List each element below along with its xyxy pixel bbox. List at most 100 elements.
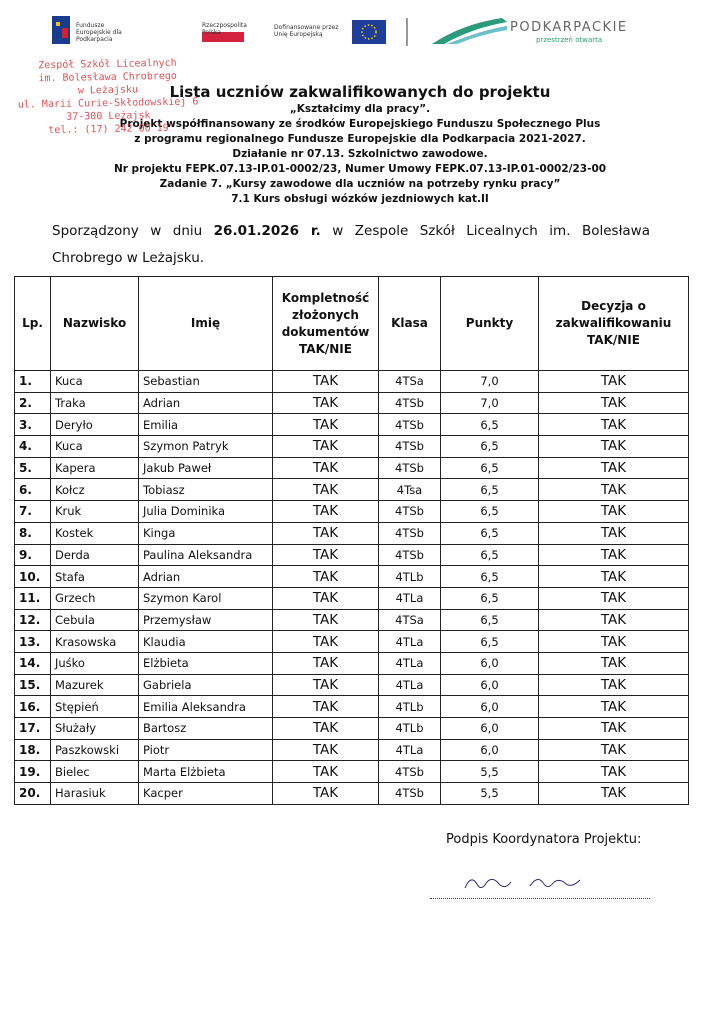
stamp: Zespół Szkół Licealnych im. Bolesława Chr… xyxy=(7,56,208,137)
signature-scribble xyxy=(464,878,581,889)
surname: Paszkowski xyxy=(50,738,139,762)
class: 4TSa xyxy=(378,608,441,632)
signature xyxy=(464,878,581,889)
signature-label: Podpis Koordynatora Projektu: xyxy=(446,832,642,847)
surname: Kuca xyxy=(50,435,139,458)
points: 6,5 xyxy=(440,608,539,632)
first-name: Julia Dominika xyxy=(138,500,273,523)
surname: Juśko xyxy=(50,651,139,675)
table-row: 6. Kołcz Tobiasz TAK 4Tsa 6,5 TAK xyxy=(14,478,689,502)
decision: TAK xyxy=(538,738,689,762)
table-row: 15. Mazurek Gabriela TAK 4TLa 6,0 TAK xyxy=(14,673,689,697)
column-header: Klasa xyxy=(378,276,441,371)
table-row: 18. Paszkowski Piotr TAK 4TLa 6,0 TAK xyxy=(14,738,689,762)
region-tagline: przestrzeń otwarta xyxy=(536,36,603,44)
table-row: 8. Kostek Kinga TAK 4TSb 6,5 TAK xyxy=(14,521,689,545)
table-row: 19. Bielec Marta Elżbieta TAK 4TSb 5,5 TAK xyxy=(14,760,689,784)
documents-status: TAK xyxy=(272,651,379,675)
first-name: Paulina Aleksandra xyxy=(138,543,273,567)
row-number: 20. xyxy=(14,782,51,805)
surname: Kruk xyxy=(50,500,139,523)
row-number: 7. xyxy=(14,500,51,523)
surname: Służały xyxy=(50,717,139,740)
class: 4TSb xyxy=(378,760,441,784)
region-logo xyxy=(432,18,507,44)
class: 4TLb xyxy=(378,695,441,718)
row-number: 5. xyxy=(14,456,51,480)
points: 6,5 xyxy=(440,456,539,480)
class: 4TSb xyxy=(378,500,441,523)
row-number: 1. xyxy=(14,370,51,393)
first-name: Szymon Karol xyxy=(138,586,273,610)
title-block: Lista uczniów zakwalifikowanych do proje… xyxy=(40,82,680,207)
surname: Stępień xyxy=(50,695,139,718)
points: 6,0 xyxy=(440,673,539,697)
points: 6,0 xyxy=(440,717,539,740)
decision: TAK xyxy=(538,651,689,675)
points: 7,0 xyxy=(440,370,539,393)
documents-status: TAK xyxy=(272,413,379,437)
decision: TAK xyxy=(538,782,689,805)
row-number: 19. xyxy=(14,760,51,784)
row-number: 15. xyxy=(14,673,51,697)
points: 6,5 xyxy=(440,565,539,588)
points: 7,0 xyxy=(440,391,539,415)
decision: TAK xyxy=(538,543,689,567)
first-name: Sebastian xyxy=(138,370,273,393)
column-header: Lp. xyxy=(14,276,51,371)
title-line: Nr projektu FEPK.07.13-IP.01-0002/23, Nu… xyxy=(113,163,607,175)
decision: TAK xyxy=(538,586,689,610)
eu-flag xyxy=(352,20,386,44)
region-name: PODKARPACKIE xyxy=(510,20,628,35)
decision: TAK xyxy=(538,521,689,545)
documents-status: TAK xyxy=(272,370,379,393)
title-line: Zadanie 7. „Kursy zawodowe dla uczniów n… xyxy=(159,178,561,190)
eu-stars xyxy=(361,24,377,40)
points: 6,5 xyxy=(440,435,539,458)
decision: TAK xyxy=(538,370,689,393)
row-number: 3. xyxy=(14,413,51,437)
row-number: 17. xyxy=(14,717,51,740)
points: 6,5 xyxy=(440,478,539,502)
surname: Kołcz xyxy=(50,478,139,502)
documents-status: TAK xyxy=(272,760,379,784)
row-number: 11. xyxy=(14,586,51,610)
class: 4TLa xyxy=(378,738,441,762)
table-row: 13. Krasowska Klaudia TAK 4TLa 6,5 TAK xyxy=(14,630,689,653)
surname: Deryło xyxy=(50,413,139,437)
title-line: z programu regionalnego Fundusze Europej… xyxy=(134,133,586,145)
row-number: 4. xyxy=(14,435,51,458)
first-name: Marta Elżbieta xyxy=(138,760,273,784)
surname: Kapera xyxy=(50,456,139,480)
points: 5,5 xyxy=(440,760,539,784)
points: 6,5 xyxy=(440,413,539,437)
surname: Mazurek xyxy=(50,673,139,697)
decision: TAK xyxy=(538,435,689,458)
documents-status: TAK xyxy=(272,695,379,718)
surname: Bielec xyxy=(50,760,139,784)
surname: Traka xyxy=(50,391,139,415)
table-row: 9. Derda Paulina Aleksandra TAK 4TSb 6,5 TAK xyxy=(14,543,689,567)
first-name: Kacper xyxy=(138,782,273,805)
documents-status: TAK xyxy=(272,456,379,480)
decision: TAK xyxy=(538,456,689,480)
column-header: Imię xyxy=(138,276,273,371)
class: 4TLa xyxy=(378,630,441,653)
decision: TAK xyxy=(538,673,689,697)
row-number: 10. xyxy=(14,565,51,588)
documents-status: TAK xyxy=(272,586,379,610)
surname: Grzech xyxy=(50,586,139,610)
row-number: 9. xyxy=(14,543,51,567)
class: 4TSb xyxy=(378,456,441,480)
table-row: 2. Traka Adrian TAK 4TSb 7,0 TAK xyxy=(14,391,689,415)
points: 6,0 xyxy=(440,695,539,718)
fe-logo-star xyxy=(56,22,60,26)
documents-status: TAK xyxy=(272,738,379,762)
decision: TAK xyxy=(538,695,689,718)
intro-text: w Zespole Szkół Licealnych im. Bolesława… xyxy=(52,223,650,266)
table-row: 1. Kuca Sebastian TAK 4TSa 7,0 TAK xyxy=(14,370,689,393)
intro-text: Sporządzony w dniu xyxy=(52,223,203,239)
class: 4TSb xyxy=(378,413,441,437)
surname: Cebula xyxy=(50,608,139,632)
documents-status: TAK xyxy=(272,630,379,653)
